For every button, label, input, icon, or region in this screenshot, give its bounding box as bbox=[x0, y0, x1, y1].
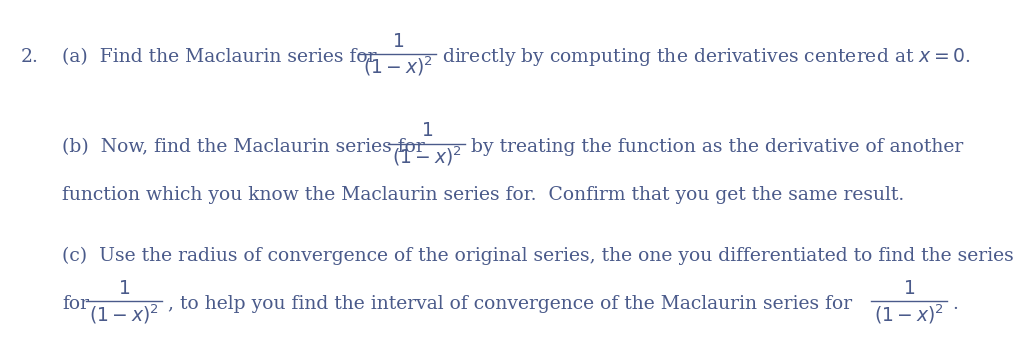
Text: $1$: $1$ bbox=[118, 280, 130, 298]
Text: by treating the function as the derivative of another: by treating the function as the derivati… bbox=[471, 138, 964, 156]
Text: $1$: $1$ bbox=[903, 280, 915, 298]
Text: $(1-x)^2$: $(1-x)^2$ bbox=[874, 302, 944, 326]
Text: (c)  Use the radius of convergence of the original series, the one you different: (c) Use the radius of convergence of the… bbox=[62, 247, 1013, 265]
Text: (a)  Find the Maclaurin series for: (a) Find the Maclaurin series for bbox=[62, 48, 376, 66]
Text: $(1-x)^2$: $(1-x)^2$ bbox=[392, 145, 462, 168]
Text: $(1-x)^2$: $(1-x)^2$ bbox=[363, 55, 433, 78]
Text: for: for bbox=[62, 295, 89, 313]
Text: $(1-x)^2$: $(1-x)^2$ bbox=[89, 302, 159, 326]
Text: $1$: $1$ bbox=[420, 122, 433, 140]
Text: , to help you find the interval of convergence of the Maclaurin series for: , to help you find the interval of conve… bbox=[168, 295, 852, 313]
Text: function which you know the Maclaurin series for.  Confirm that you get the same: function which you know the Maclaurin se… bbox=[62, 186, 904, 204]
Text: $1$: $1$ bbox=[392, 33, 404, 51]
Text: (b)  Now, find the Maclaurin series for: (b) Now, find the Maclaurin series for bbox=[62, 138, 425, 156]
Text: .: . bbox=[952, 295, 959, 313]
Text: 2.: 2. bbox=[21, 48, 38, 66]
Text: directly by computing the derivatives centered at $x=0$.: directly by computing the derivatives ce… bbox=[442, 46, 971, 68]
